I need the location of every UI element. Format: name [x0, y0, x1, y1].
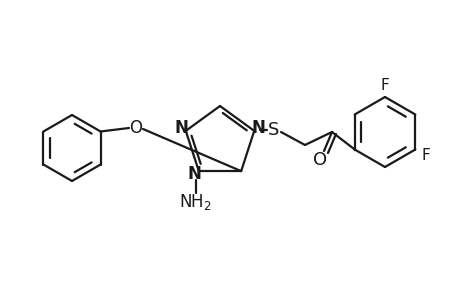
Text: S: S — [268, 121, 279, 139]
Text: NH$_2$: NH$_2$ — [179, 192, 212, 212]
Text: N: N — [251, 119, 264, 137]
Text: N: N — [187, 165, 202, 183]
Text: N: N — [174, 119, 188, 137]
Text: O: O — [312, 151, 326, 169]
Text: F: F — [420, 148, 429, 163]
Text: O: O — [129, 119, 142, 137]
Text: F: F — [380, 77, 388, 92]
